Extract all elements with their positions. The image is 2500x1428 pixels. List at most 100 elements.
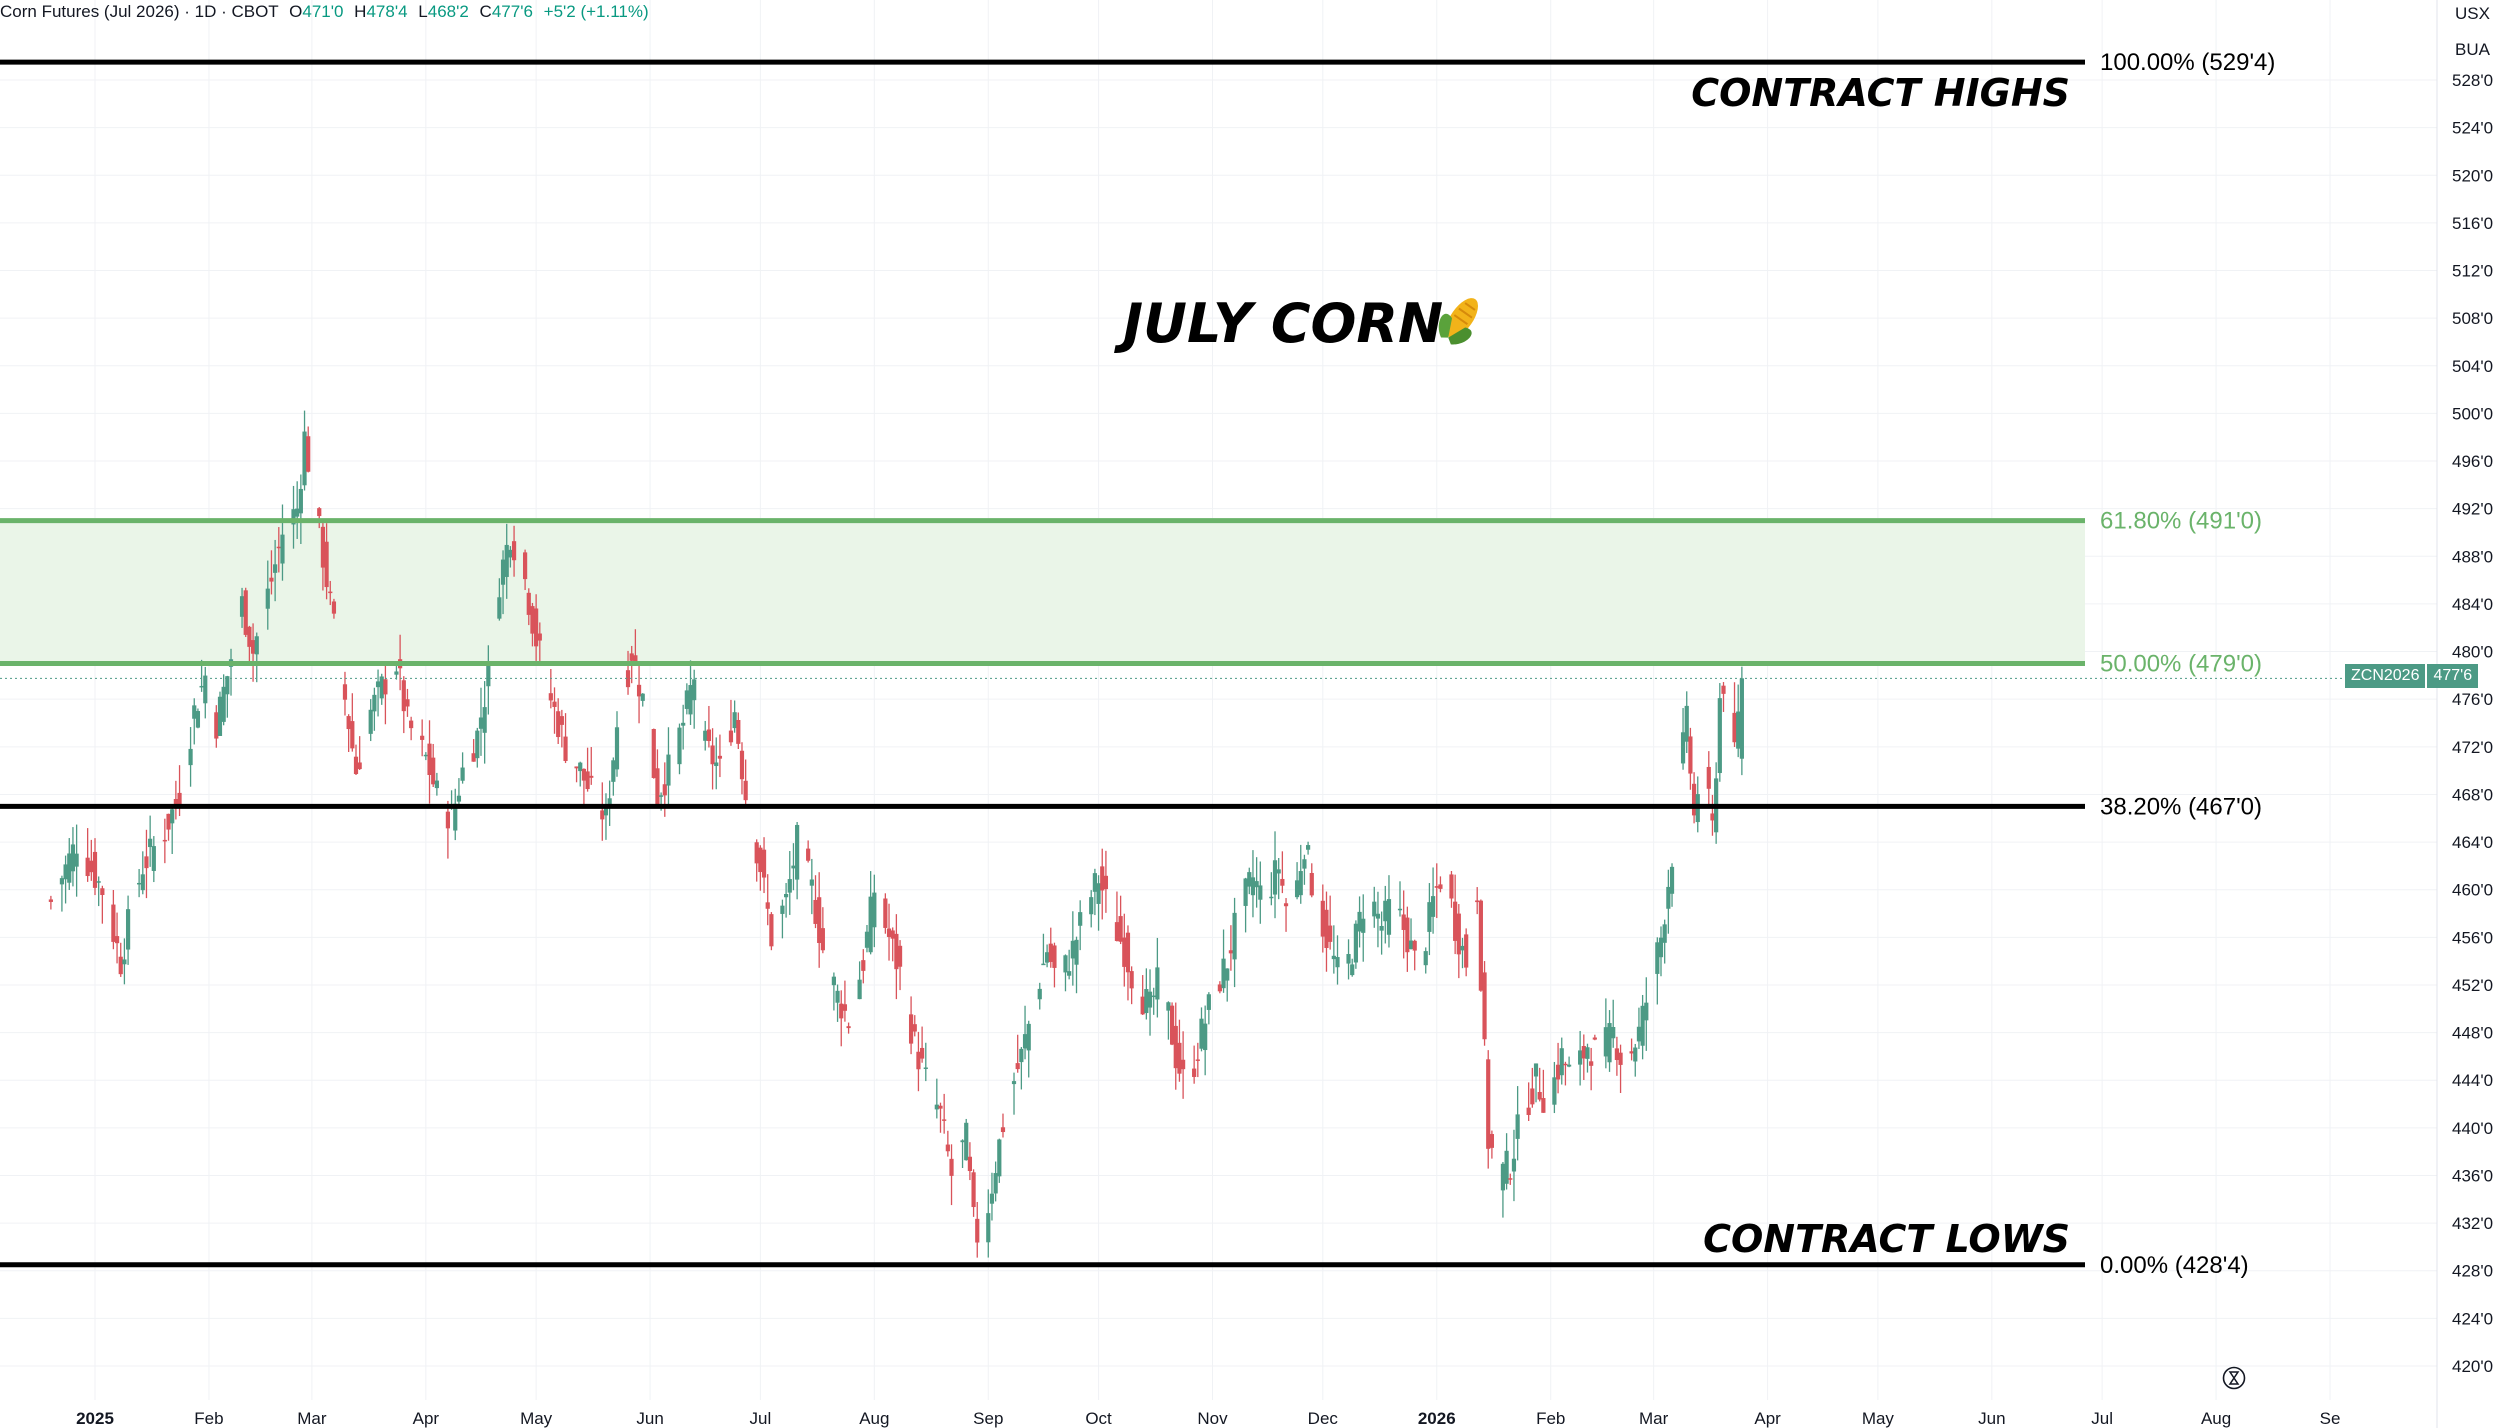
price-unit-bua[interactable]: BUA bbox=[2455, 40, 2490, 59]
candle-body bbox=[993, 1173, 998, 1194]
candle-body bbox=[269, 577, 274, 582]
candle-body bbox=[787, 879, 792, 893]
candle-body bbox=[556, 711, 561, 738]
price-unit-usx[interactable]: USX bbox=[2455, 4, 2490, 23]
candle-body bbox=[199, 685, 204, 688]
candle-body bbox=[1408, 940, 1414, 950]
candle-body bbox=[350, 721, 355, 749]
x-tick-label: Feb bbox=[1536, 1409, 1565, 1428]
candle-body bbox=[203, 675, 208, 704]
candle-body bbox=[427, 743, 432, 775]
candle-body bbox=[890, 930, 895, 939]
candle-body bbox=[1578, 1050, 1583, 1065]
candle-body bbox=[1640, 1005, 1645, 1046]
candle-body bbox=[1533, 1063, 1539, 1077]
candle-body bbox=[70, 844, 76, 872]
candle-body bbox=[1225, 968, 1230, 981]
candle-body bbox=[409, 720, 414, 729]
candle-body bbox=[1736, 711, 1741, 749]
candle-body bbox=[1427, 902, 1432, 932]
y-tick-label: 472'0 bbox=[2452, 738, 2493, 757]
fib-label: 100.00% (529'4) bbox=[2100, 49, 2275, 76]
candle-body bbox=[1173, 1025, 1178, 1069]
y-tick-label: 508'0 bbox=[2452, 309, 2493, 328]
candle-body bbox=[1000, 1127, 1006, 1133]
candles bbox=[48, 410, 1744, 1258]
candle-body bbox=[1037, 988, 1042, 1000]
candle-body bbox=[177, 792, 182, 808]
candle-body bbox=[324, 541, 329, 588]
open-value: 471'0 bbox=[302, 2, 344, 21]
candle-body bbox=[732, 712, 737, 729]
candle-body bbox=[1655, 942, 1660, 974]
y-tick-label: 424'0 bbox=[2452, 1309, 2493, 1328]
candle-body bbox=[1486, 1059, 1491, 1149]
candle-body bbox=[1294, 880, 1300, 898]
candle-body bbox=[839, 1003, 844, 1019]
candle-body bbox=[1258, 885, 1263, 900]
candle-body bbox=[1041, 963, 1046, 966]
candle-body bbox=[728, 730, 734, 743]
candle-body bbox=[1118, 916, 1123, 942]
candle-body bbox=[765, 902, 770, 909]
candle-body bbox=[710, 745, 715, 765]
candle-body bbox=[655, 768, 660, 805]
candle-body bbox=[783, 893, 789, 898]
candle-body bbox=[1732, 712, 1737, 743]
hourglass-icon[interactable] bbox=[2222, 1366, 2246, 1390]
corn-icon bbox=[1438, 298, 1478, 345]
candle-body bbox=[420, 735, 425, 740]
candle-body bbox=[1114, 922, 1120, 941]
x-tick-label: Mar bbox=[1639, 1409, 1669, 1428]
candle-body bbox=[1526, 1107, 1531, 1115]
candle-body bbox=[611, 760, 616, 782]
candle-body bbox=[1644, 1002, 1649, 1021]
y-tick-label: 496'0 bbox=[2452, 452, 2493, 471]
x-tick-label: 2025 bbox=[76, 1409, 114, 1428]
candle-body bbox=[989, 1193, 995, 1204]
candle-body bbox=[916, 1051, 921, 1070]
candle-body bbox=[857, 979, 862, 1000]
candle-body bbox=[423, 754, 428, 757]
candle-body bbox=[1192, 1068, 1197, 1077]
y-tick-label: 516'0 bbox=[2452, 214, 2493, 233]
candle-body bbox=[1680, 732, 1686, 764]
fib-label: 50.00% (479'0) bbox=[2100, 650, 2262, 677]
candle-body bbox=[1324, 909, 1329, 949]
candle-body bbox=[1430, 896, 1436, 917]
candle-body bbox=[1044, 952, 1050, 963]
candle-body bbox=[306, 436, 311, 472]
symbol-title[interactable]: Corn Futures (Jul 2026) · 1D · CBOT bbox=[0, 2, 279, 21]
close-value: 477'6 bbox=[491, 2, 533, 21]
candle-body bbox=[971, 1172, 976, 1208]
y-tick-label: 420'0 bbox=[2452, 1357, 2493, 1376]
candle-body bbox=[151, 846, 156, 871]
y-tick-label: 440'0 bbox=[2452, 1119, 2493, 1138]
candle-body bbox=[559, 716, 564, 725]
candle-body bbox=[1331, 955, 1336, 960]
candle-body bbox=[1103, 875, 1109, 890]
candle-body bbox=[1717, 698, 1722, 774]
candle-body bbox=[357, 762, 362, 770]
candle-body bbox=[1504, 1150, 1509, 1184]
candle-body bbox=[137, 882, 142, 885]
candle-body bbox=[1684, 705, 1689, 742]
candle-body bbox=[1530, 1088, 1535, 1105]
candle-body bbox=[445, 811, 451, 829]
candle-body bbox=[1067, 971, 1072, 976]
fib-label: 0.00% (428'4) bbox=[2100, 1252, 2249, 1279]
x-tick-label: Sep bbox=[973, 1409, 1003, 1428]
candle-body bbox=[1397, 908, 1403, 911]
candle-body bbox=[1456, 913, 1461, 955]
candle-body bbox=[1140, 996, 1145, 1015]
candle-body bbox=[1633, 1047, 1638, 1062]
candle-body bbox=[118, 956, 123, 975]
change-value: +5'2 (+1.11%) bbox=[543, 2, 649, 21]
candle-body bbox=[1346, 954, 1351, 964]
candle-body bbox=[214, 712, 219, 739]
candle-body bbox=[170, 809, 175, 824]
candle-body bbox=[1247, 872, 1252, 887]
x-tick-label: Nov bbox=[1197, 1409, 1228, 1428]
candle-body bbox=[1243, 878, 1248, 906]
candle-body bbox=[717, 755, 723, 759]
